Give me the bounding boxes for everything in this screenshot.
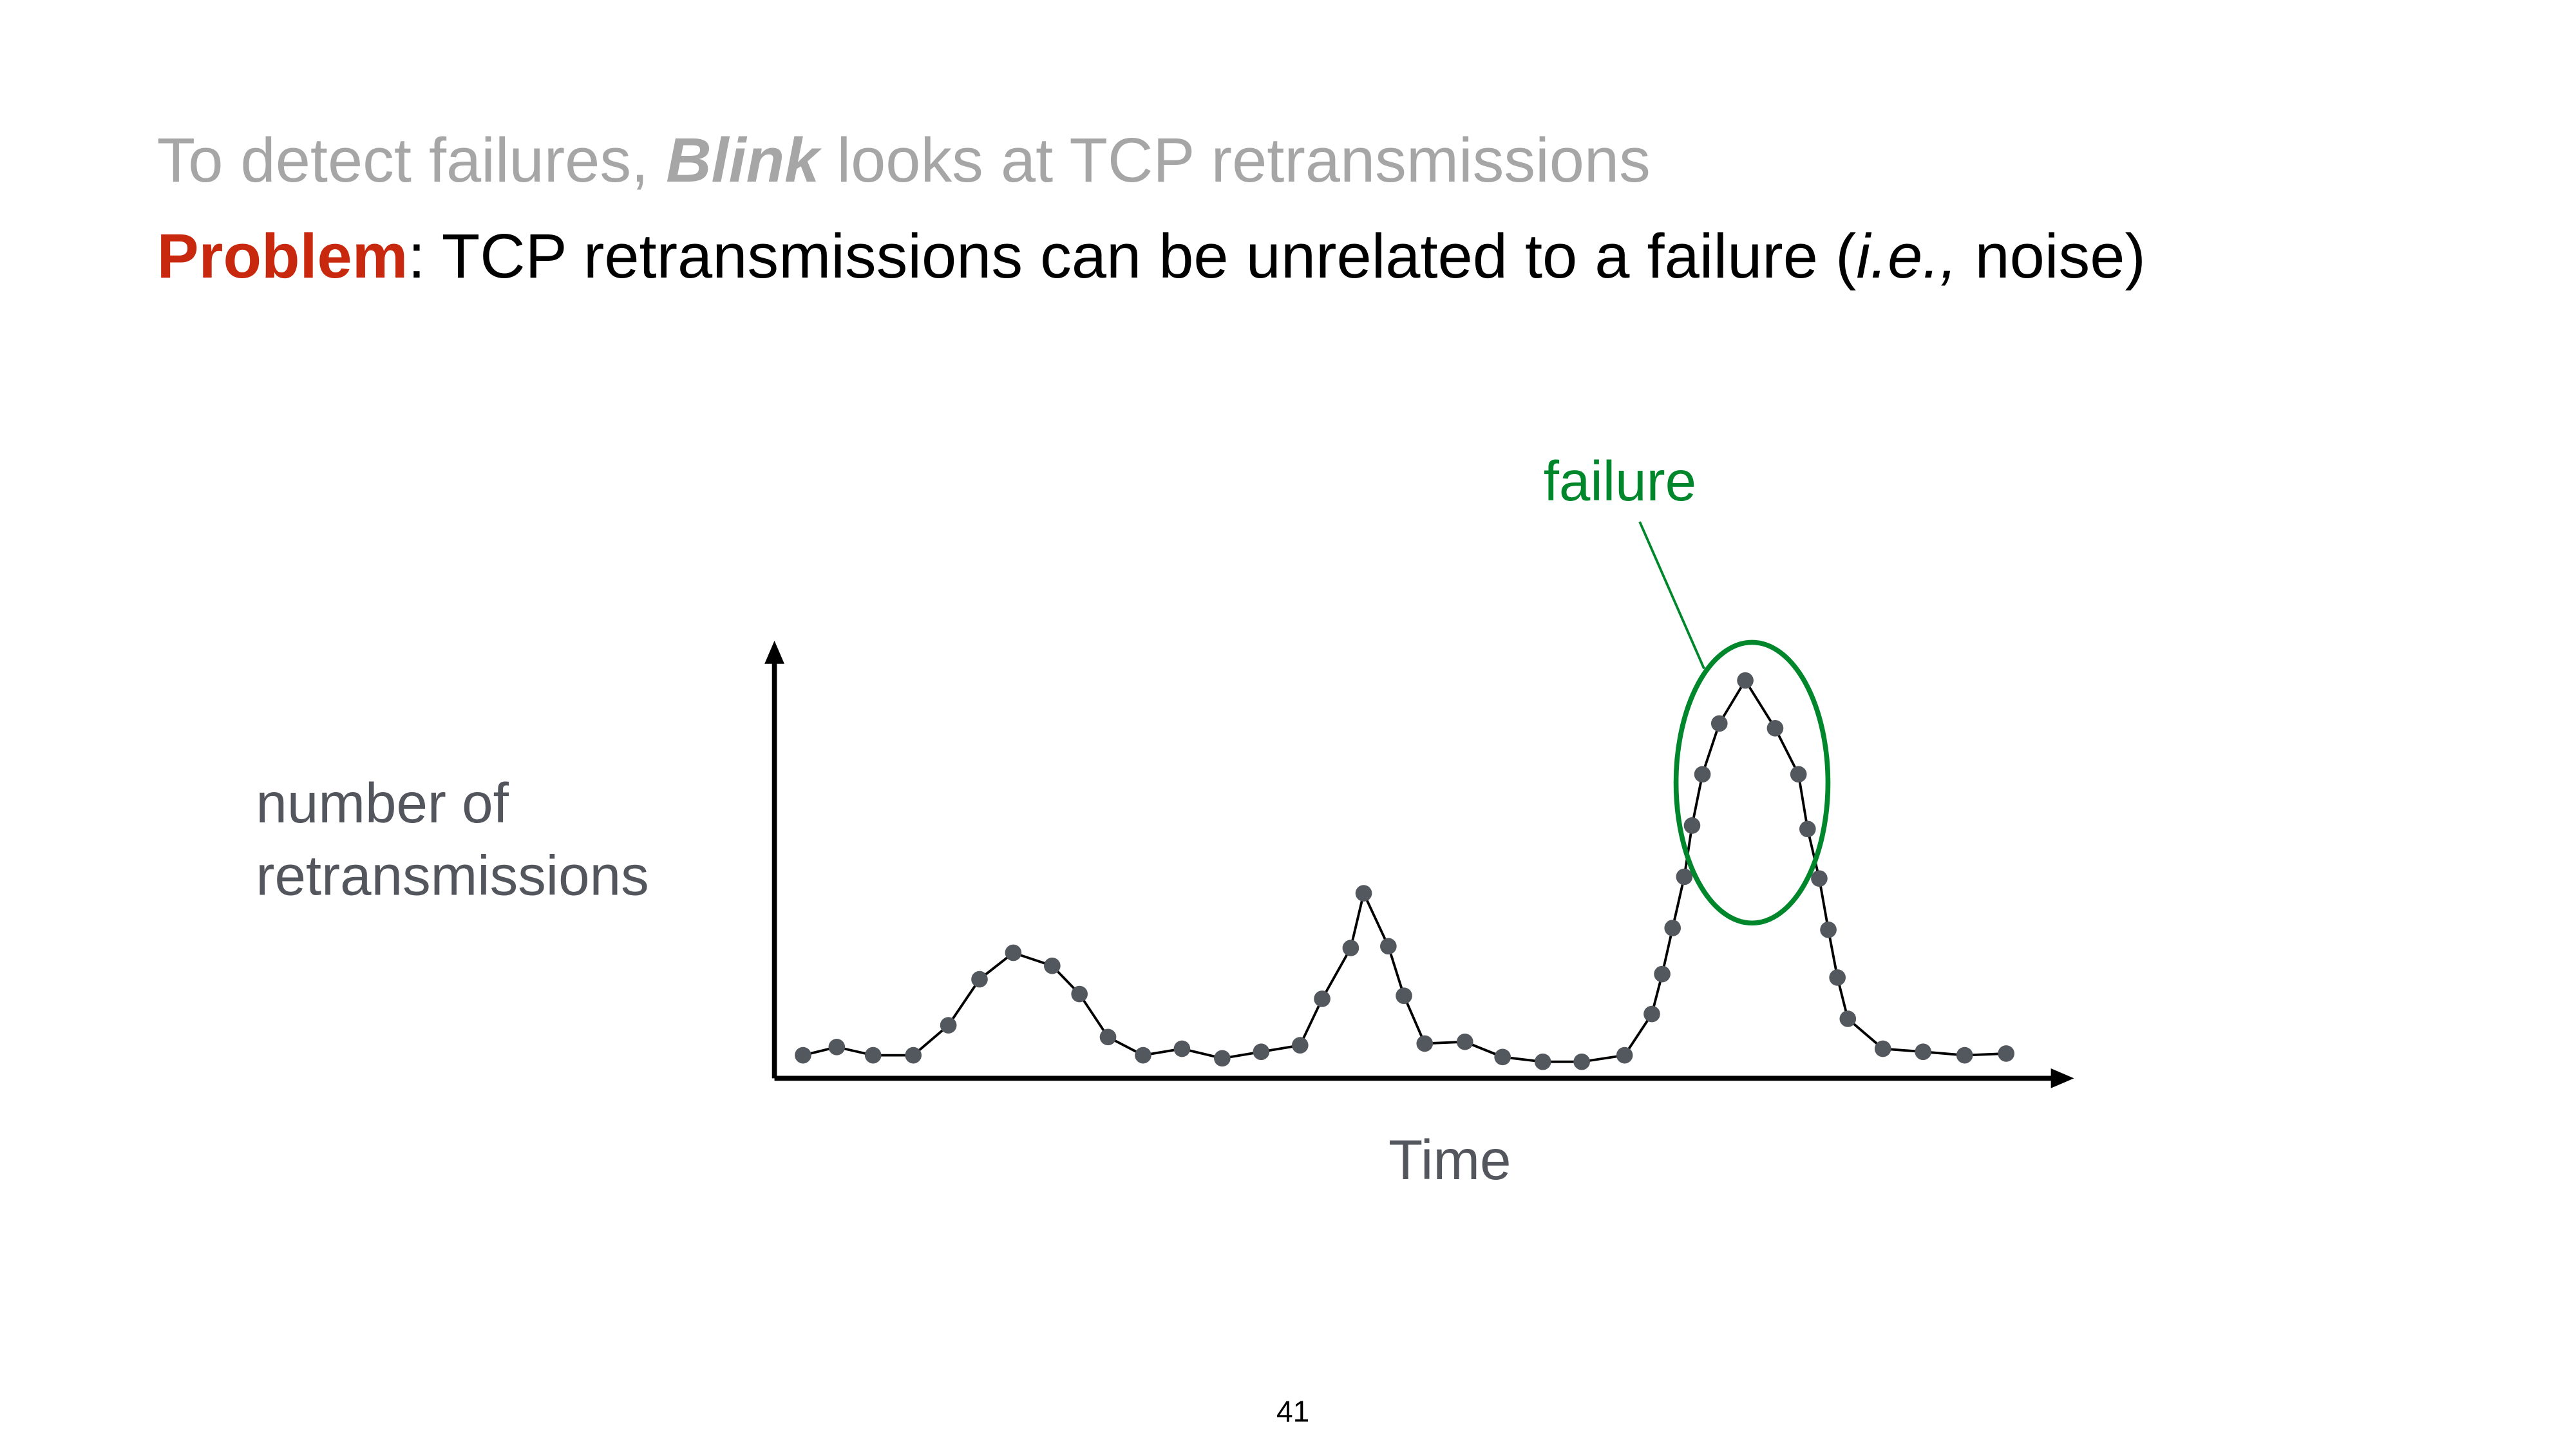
data-point <box>1005 944 1022 961</box>
data-point <box>1342 940 1359 956</box>
data-point <box>1616 1046 1633 1064</box>
y-axis-arrow <box>764 640 784 664</box>
data-point <box>1396 987 1412 1005</box>
data-point <box>1829 969 1846 986</box>
data-point <box>1573 1053 1590 1070</box>
y-axis-label-line-2: retransmissions <box>256 845 649 907</box>
data-point <box>1737 672 1754 689</box>
title-line-1: To detect failures, Blink looks at TCP r… <box>157 125 1651 195</box>
title-line-2: Problem: TCP retransmissions can be unre… <box>157 221 2146 291</box>
data-point <box>1799 820 1816 838</box>
data-point <box>1291 1037 1309 1054</box>
x-axis-arrow <box>2050 1068 2074 1088</box>
data-point <box>940 1017 957 1034</box>
data-point <box>1456 1033 1473 1050</box>
data-point <box>1380 938 1397 955</box>
data-point <box>1071 985 1088 1003</box>
data-point <box>1915 1043 1931 1061</box>
data-point <box>1643 1005 1660 1023</box>
data-point <box>1173 1040 1191 1057</box>
data-point <box>1314 990 1331 1007</box>
data-point <box>1874 1040 1891 1057</box>
data-point <box>1811 870 1828 887</box>
y-axis-label-line-1: number of <box>256 772 509 835</box>
failure-pointer-line <box>1638 521 1705 670</box>
failure-annotation: failure <box>1544 450 1696 513</box>
data-point <box>1839 1010 1857 1027</box>
title-text: looks at TCP retransmissions <box>819 125 1650 195</box>
data-point <box>1766 720 1784 737</box>
data-point <box>1534 1053 1551 1070</box>
data-point <box>795 1046 811 1064</box>
data-point <box>1253 1043 1270 1061</box>
data-point <box>1820 921 1837 938</box>
data-point <box>1676 868 1693 886</box>
data-point <box>1998 1045 2014 1062</box>
data-point <box>1956 1046 1973 1064</box>
data-point <box>1494 1048 1511 1066</box>
data-point <box>905 1046 922 1064</box>
data-point <box>1683 817 1701 834</box>
ie-italic: i.e., <box>1856 221 1957 291</box>
data-point <box>1355 885 1372 902</box>
data-point <box>1694 766 1711 783</box>
title-text: To detect failures, <box>157 125 667 195</box>
problem-text: noise) <box>1957 221 2145 291</box>
data-point <box>1790 766 1807 783</box>
data-point <box>1710 715 1728 732</box>
problem-label: Problem <box>157 221 408 291</box>
failure-ellipse <box>1673 639 1831 926</box>
data-point <box>1654 965 1671 983</box>
data-point <box>1664 920 1681 936</box>
page-number: 41 <box>1276 1395 1309 1428</box>
x-axis-label: Time <box>1388 1129 1511 1191</box>
data-point <box>828 1038 846 1056</box>
data-point <box>1135 1046 1151 1064</box>
data-point <box>1214 1050 1231 1067</box>
data-point <box>971 971 988 988</box>
data-point <box>864 1046 882 1064</box>
data-point <box>1044 957 1061 974</box>
data-series <box>795 672 2014 1070</box>
problem-text: : TCP retransmissions can be unrelated t… <box>408 221 1856 291</box>
data-point <box>1099 1028 1117 1046</box>
data-point <box>1416 1035 1434 1052</box>
blink-emphasis: Blink <box>666 125 822 195</box>
